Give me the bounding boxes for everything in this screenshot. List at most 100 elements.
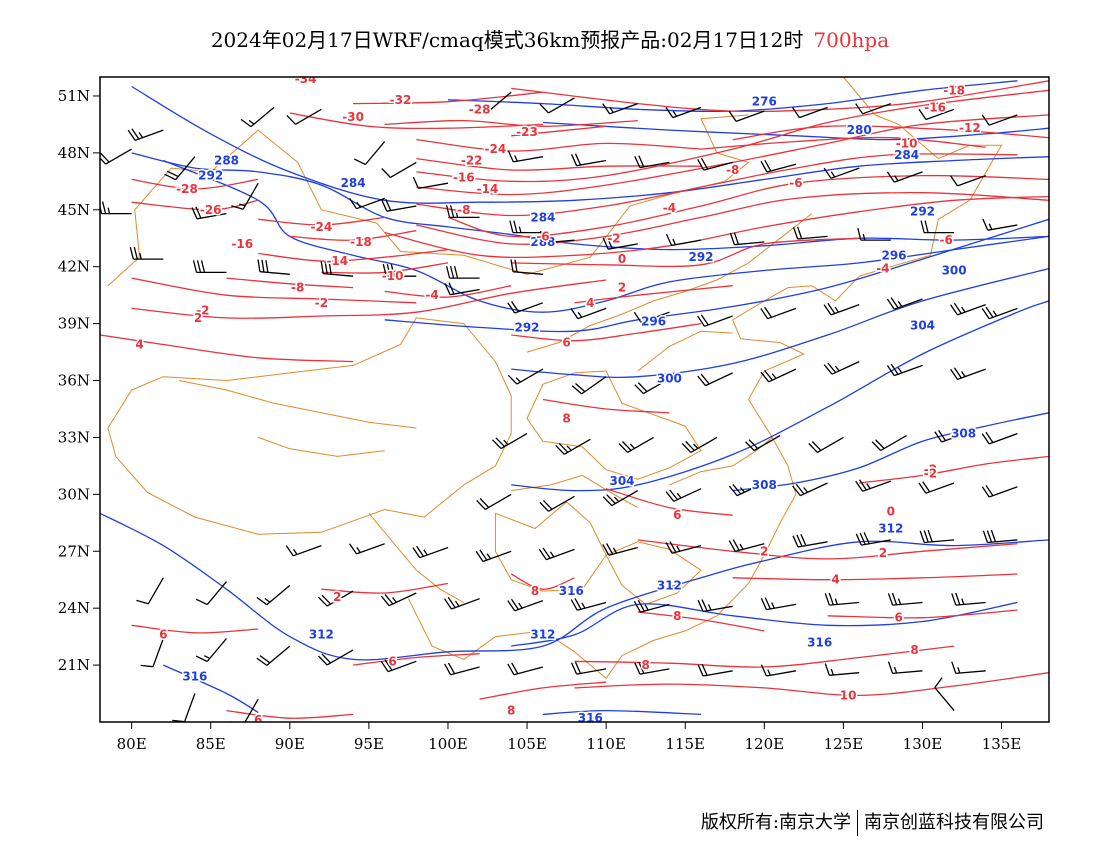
wind-barb-flag [700,157,709,170]
wind-barb-shaft [925,108,955,121]
wind-barb-flag [886,365,895,376]
wind-barb-half-flag [515,377,521,383]
wind-barb [823,302,860,316]
wind-barb-flag [477,103,489,113]
height-contour-line [511,601,1018,647]
wind-barb-flag [827,362,837,373]
wind-barb-half-flag [356,547,361,553]
wind-barb-flag [729,232,736,245]
temperature-contour-line [226,277,354,289]
geopotential-height-contours [100,80,1049,716]
wind-barb [539,97,575,114]
wind-barb-shaft [988,307,1018,320]
wind-barb-half-flag [566,445,572,451]
wind-barb-shaft [608,546,638,556]
wind-barb-half-flag [672,238,676,245]
wind-barb-shaft [418,182,449,190]
wind-barb [871,434,907,452]
wind-barb [824,592,860,606]
wind-barb [445,265,480,279]
wind-barb-flag [887,593,894,606]
wind-barb-flag [453,265,459,279]
wind-barb-flag [697,664,704,677]
wind-barb [320,261,354,277]
wind-barb [760,664,797,677]
wind-barb-half-flag [644,604,649,611]
wind-barb [412,176,449,190]
wind-barb-flag [732,539,740,551]
wind-barb-half-flag [866,483,871,489]
temperature-contour-label: 2 [618,281,626,295]
wind-barb-half-flag [961,371,966,378]
wind-barb [934,430,971,443]
wind-barb-half-flag [248,119,255,125]
wind-barb [886,297,923,310]
height-contour-line [542,121,1049,141]
wind-barb-flag [543,230,550,243]
height-contour-label: 312 [309,628,334,642]
wind-barb-flag [385,198,392,211]
wind-barb-shaft [702,605,733,613]
wind-barb [791,106,828,119]
temperature-contour-label: -8 [457,203,470,217]
wind-barb [256,584,291,606]
temperature-contour-label: -4 [663,201,676,215]
wind-barb [539,495,575,512]
wind-barb-shaft [955,601,986,606]
wind-barb [982,529,1018,544]
temperature-contour-label: -2 [315,296,328,310]
wind-barb [538,547,575,561]
wind-barb [445,205,480,219]
temperature-contour-label: 8 [531,584,539,598]
wind-barb-flag [823,167,832,179]
wind-barb-flag [622,441,632,451]
wind-barb-flag [792,485,801,497]
height-contour-label: 292 [198,169,223,183]
wind-barb-shaft [514,302,544,314]
lon-tick-label: 125E [824,735,864,753]
temperature-contour-line [131,279,607,319]
temperature-contour-label: -24 [311,220,333,234]
lat-tick-label: 24N [58,599,90,617]
wind-barb-flag [800,534,807,546]
wind-barb-flag [380,595,390,607]
wind-barb-flag [129,246,134,260]
wind-barb-half-flag [455,211,459,218]
lat-tick-label: 33N [58,428,90,446]
height-contour-label: 288 [214,154,239,168]
wind-barb-flag [140,664,154,668]
height-contour-label: 316 [578,711,603,725]
temperature-contour-line [353,653,480,666]
wind-barb-flag [479,549,488,561]
wind-barb-shaft [548,97,575,114]
wind-barb-shaft [450,666,480,676]
wind-barb [728,539,765,553]
wind-barb [192,260,227,274]
temperature-contour-label: 6 [673,508,681,522]
wind-barb-flag [811,441,822,451]
wind-barb-flag [985,431,994,443]
wind-barb [129,246,164,260]
wind-barb-flag [558,442,569,453]
wind-barb-flag [871,441,882,451]
wind-barb [824,663,860,676]
wind-barb [729,232,765,246]
wind-barb-half-flag [609,106,614,113]
wind-barb-flag [136,599,149,605]
wind-barb-flag [985,306,994,318]
wind-barb [760,306,797,320]
height-contour-label: 292 [688,250,713,264]
wind-barb-shaft [735,110,765,123]
wind-barb-shaft [988,486,1018,498]
wind-barb-flag [792,535,799,548]
wind-barb [823,361,860,375]
border-line [494,501,607,592]
wind-barb-shaft [449,288,480,296]
wind-barb [981,485,1018,498]
wind-barb [792,482,828,497]
wind-barb [507,368,544,385]
wind-barb-flag [795,483,805,495]
wind-barb-flag [542,547,551,559]
wind-barb-flag [131,128,140,140]
